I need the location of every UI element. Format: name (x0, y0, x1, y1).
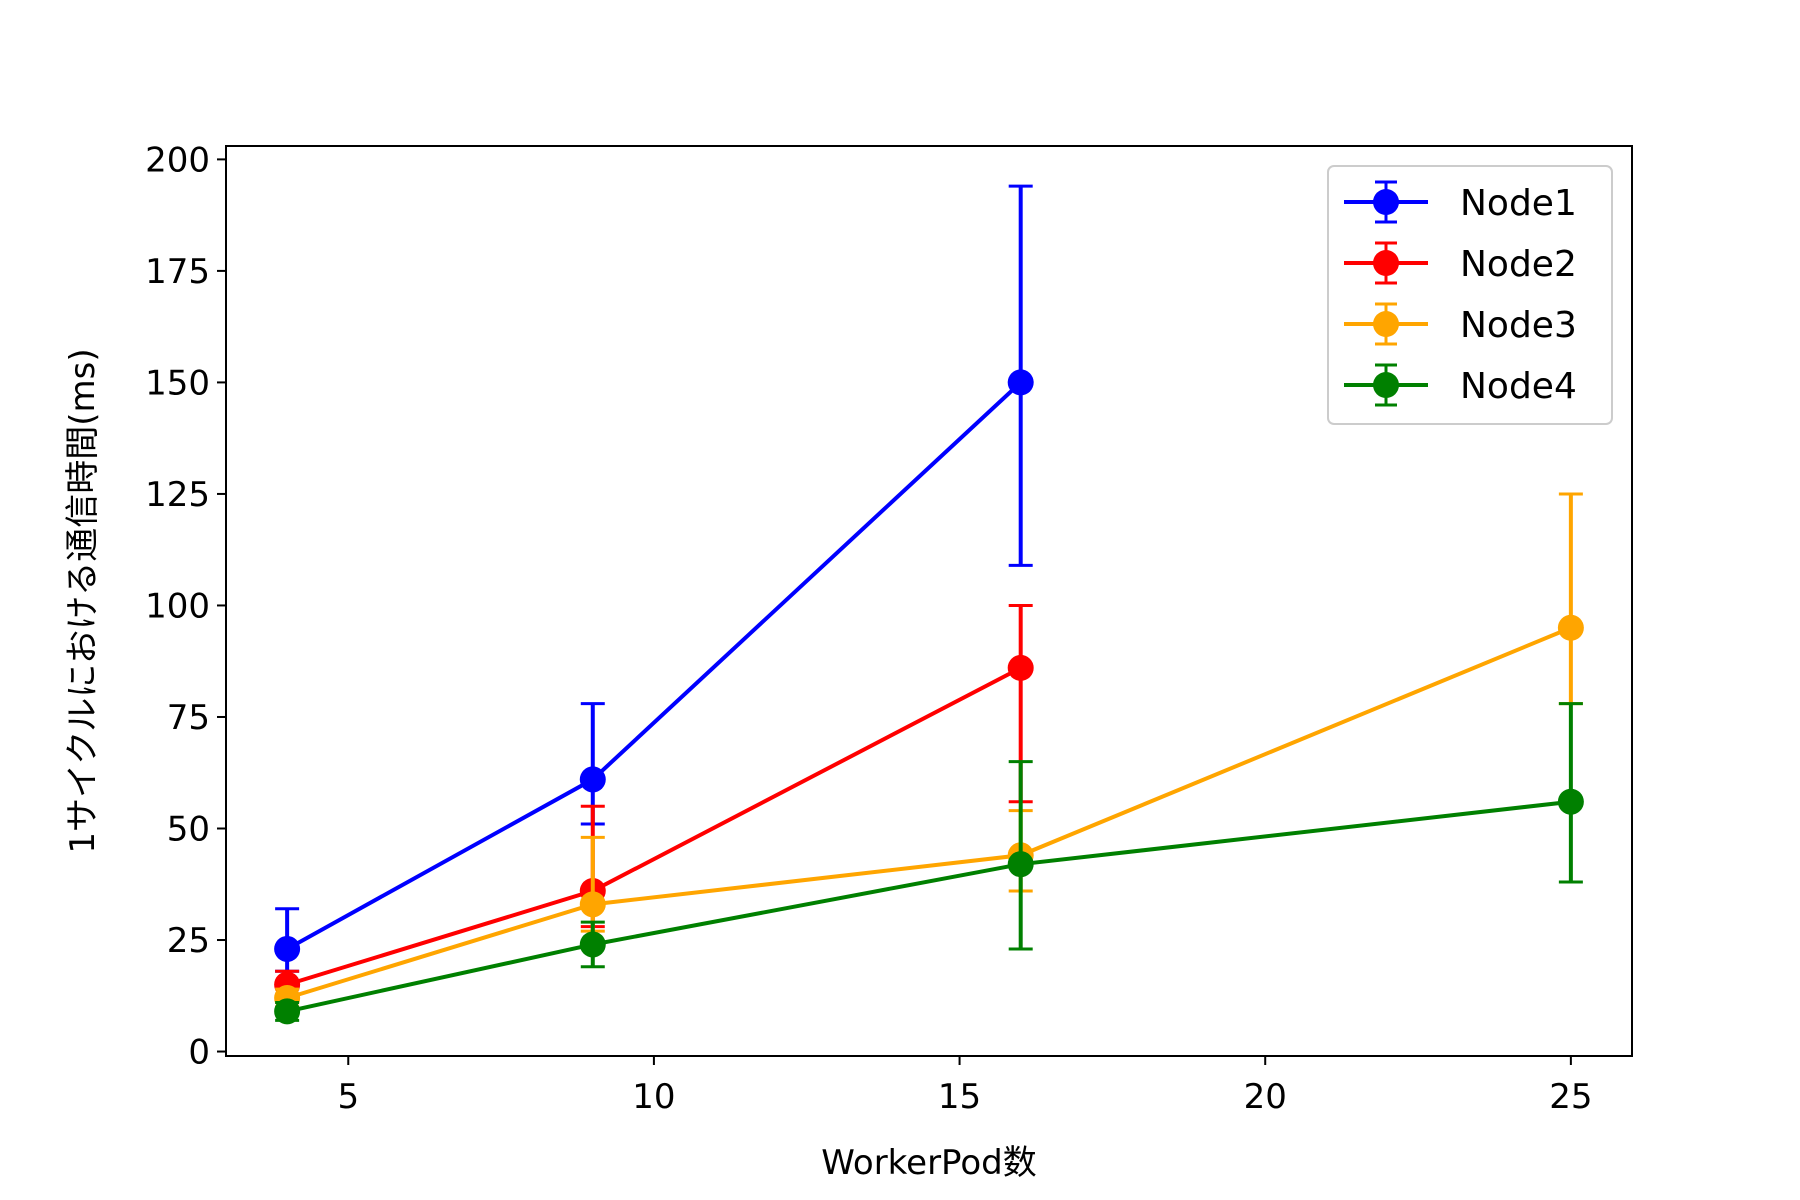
series-node4 (274, 702, 1584, 1025)
legend-item-node3: Node3 (1344, 302, 1577, 346)
data-point (1007, 851, 1034, 878)
legend-item-node1: Node1 (1344, 180, 1577, 224)
x-tick-label: 15 (938, 1077, 981, 1117)
legend-marker (1373, 189, 1399, 215)
x-tick-label: 5 (337, 1077, 359, 1117)
data-point (1007, 654, 1034, 681)
series-node3 (274, 492, 1584, 1012)
y-tick-label: 25 (167, 921, 210, 961)
x-tick-label: 25 (1549, 1077, 1592, 1117)
y-tick-label: 175 (145, 252, 210, 292)
y-tick-label: 200 (145, 140, 210, 180)
y-tick-label: 75 (167, 698, 210, 738)
series-node2 (274, 603, 1034, 1000)
y-tick-label: 100 (145, 586, 210, 626)
data-point (579, 891, 606, 918)
legend-label: Node1 (1460, 183, 1577, 224)
legend-label: Node3 (1460, 305, 1577, 346)
legend-label: Node2 (1460, 244, 1577, 285)
data-point (274, 935, 301, 962)
series-line (286, 625, 1572, 1000)
y-tick-label: 50 (167, 810, 210, 850)
x-axis-ticks: 5 10 15 20 25 (337, 1056, 1593, 1117)
y-tick-label: 125 (145, 475, 210, 515)
x-axis-label: WorkerPod数 (821, 1143, 1036, 1183)
legend-marker (1373, 250, 1399, 276)
legend-box (1327, 165, 1613, 425)
data-point (1007, 369, 1034, 396)
plot-data-layer (274, 184, 1584, 1025)
series-line (286, 799, 1572, 1014)
series-line (286, 666, 1022, 987)
data-point (274, 998, 301, 1025)
legend-marker (1373, 372, 1399, 398)
legend-item-node4: Node4 (1344, 363, 1577, 407)
y-tick-label: 150 (145, 363, 210, 403)
data-point (579, 931, 606, 958)
legend: Node1 Node2 Node3 Node4 (1327, 165, 1613, 425)
x-tick-label: 10 (632, 1077, 675, 1117)
data-point (1557, 788, 1584, 815)
plot-frame (225, 145, 1633, 1057)
series-line (286, 380, 1023, 951)
data-point (1557, 614, 1584, 641)
legend-item-node2: Node2 (1344, 241, 1577, 285)
y-axis-ticks: 0 25 50 75 100 125 150 175 200 (145, 140, 226, 1073)
y-tick-label: 0 (188, 1033, 210, 1073)
y-axis-label: 1サイクルにおける通信時間(ms) (63, 348, 103, 853)
legend-marker (1373, 311, 1399, 337)
series-node1 (274, 184, 1034, 973)
legend-label: Node4 (1460, 366, 1577, 407)
x-tick-label: 20 (1244, 1077, 1287, 1117)
data-point (579, 766, 606, 793)
